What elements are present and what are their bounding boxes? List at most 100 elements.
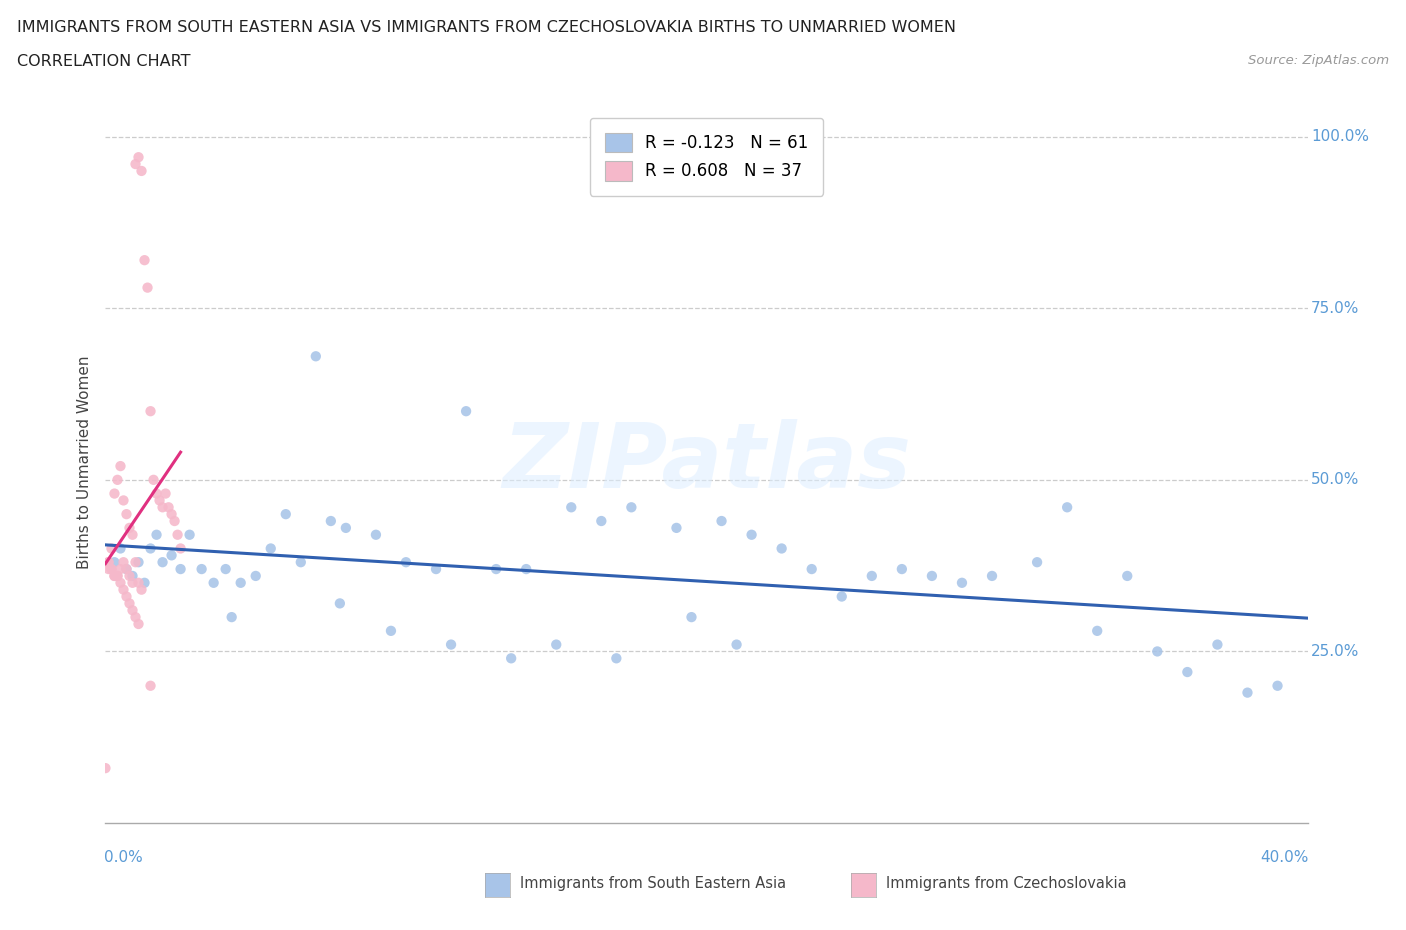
Point	[124, 156, 146, 171]
Point	[145, 486, 167, 501]
Point	[591, 513, 613, 528]
Point	[831, 589, 853, 604]
Point	[97, 562, 120, 577]
Point	[950, 576, 973, 591]
Point	[110, 576, 132, 591]
Point	[160, 507, 183, 522]
Point	[112, 555, 135, 570]
Point	[1085, 623, 1108, 638]
Point	[128, 576, 150, 591]
Point	[501, 651, 523, 666]
Point	[103, 568, 125, 583]
Point	[860, 568, 883, 583]
Point	[139, 678, 162, 693]
Point	[112, 582, 135, 597]
Point	[725, 637, 748, 652]
Point	[118, 568, 141, 583]
Point	[124, 555, 146, 570]
Legend: R = -0.123   N = 61, R = 0.608   N = 37: R = -0.123 N = 61, R = 0.608 N = 37	[591, 118, 823, 195]
Text: CORRELATION CHART: CORRELATION CHART	[17, 54, 190, 69]
Point	[741, 527, 763, 542]
Point	[128, 555, 150, 570]
Point	[454, 404, 477, 418]
Point	[665, 521, 688, 536]
Point	[329, 596, 352, 611]
Text: ZIPatlas: ZIPatlas	[502, 418, 911, 507]
Point	[380, 623, 402, 638]
Point	[440, 637, 463, 652]
Point	[620, 499, 643, 514]
Point	[118, 521, 141, 536]
Point	[169, 562, 191, 577]
Point	[681, 610, 703, 625]
Point	[145, 527, 167, 542]
Point	[128, 617, 150, 631]
Point	[115, 507, 138, 522]
Point	[169, 541, 191, 556]
Point	[100, 562, 122, 577]
Point	[142, 472, 165, 487]
Point	[395, 555, 418, 570]
Point	[131, 582, 153, 597]
Point	[112, 493, 135, 508]
Point	[136, 280, 159, 295]
Point	[155, 486, 177, 501]
Point	[121, 527, 143, 542]
Point	[364, 527, 387, 542]
Text: Source: ZipAtlas.com: Source: ZipAtlas.com	[1249, 54, 1389, 67]
Point	[770, 541, 793, 556]
Point	[139, 541, 162, 556]
Point	[94, 761, 117, 776]
Point	[103, 486, 125, 501]
Text: 40.0%: 40.0%	[1260, 850, 1309, 866]
Point	[160, 548, 183, 563]
Point	[515, 562, 537, 577]
Text: 75.0%: 75.0%	[1312, 300, 1360, 315]
Point	[425, 562, 447, 577]
Point	[1026, 555, 1049, 570]
Point	[560, 499, 582, 514]
Point	[214, 562, 236, 577]
Point	[97, 555, 120, 570]
Point	[1056, 499, 1078, 514]
Point	[134, 253, 156, 268]
Point	[260, 541, 283, 556]
Point	[202, 576, 225, 591]
Point	[128, 150, 150, 165]
Point	[103, 555, 125, 570]
Point	[1206, 637, 1229, 652]
Text: 25.0%: 25.0%	[1312, 644, 1360, 659]
Point	[110, 562, 132, 577]
Point	[800, 562, 823, 577]
Point	[290, 555, 312, 570]
Point	[335, 521, 357, 536]
Text: Immigrants from South Eastern Asia: Immigrants from South Eastern Asia	[520, 876, 786, 891]
Point	[121, 568, 143, 583]
Point	[890, 562, 912, 577]
Point	[274, 507, 297, 522]
Point	[1175, 665, 1198, 680]
Point	[115, 562, 138, 577]
Text: 50.0%: 50.0%	[1312, 472, 1360, 487]
Point	[163, 513, 186, 528]
Point	[921, 568, 943, 583]
Point	[485, 562, 508, 577]
Point	[546, 637, 568, 652]
Point	[319, 513, 342, 528]
Point	[981, 568, 1004, 583]
Point	[121, 603, 143, 618]
Point	[179, 527, 201, 542]
Point	[1267, 678, 1289, 693]
Point	[110, 541, 132, 556]
Point	[97, 555, 120, 570]
Point	[115, 562, 138, 577]
Point	[124, 610, 146, 625]
Point	[107, 472, 129, 487]
Point	[134, 576, 156, 591]
Point	[152, 499, 174, 514]
Point	[131, 164, 153, 179]
Point	[139, 404, 162, 418]
Text: 0.0%: 0.0%	[104, 850, 143, 866]
Point	[100, 562, 122, 577]
Point	[245, 568, 267, 583]
